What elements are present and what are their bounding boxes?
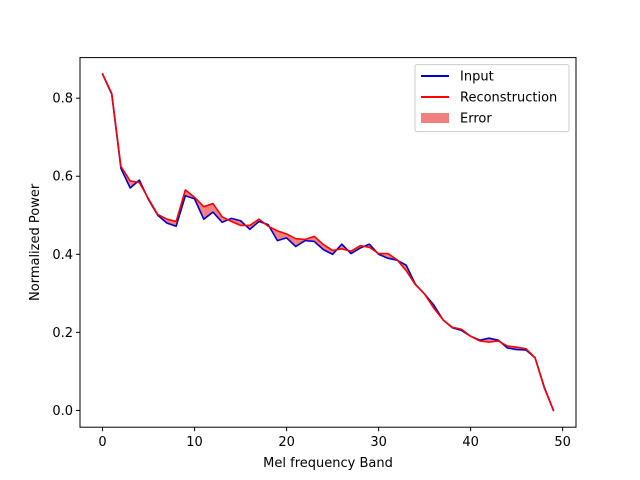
y-tick-label: 0.8 — [52, 92, 73, 107]
x-tick-label: 30 — [370, 435, 387, 450]
plot-frame — [79, 57, 577, 428]
x-tick-label: 0 — [98, 435, 106, 450]
x-tick-label: 50 — [554, 435, 571, 450]
legend-label-reconstruction: Reconstruction — [460, 91, 557, 106]
series-layer — [101, 73, 555, 412]
y-tick-label: 0.6 — [52, 170, 73, 185]
error-fill-segment — [203, 203, 213, 220]
y-tick-label: 0.0 — [52, 404, 73, 419]
x-tick-label: 20 — [278, 435, 295, 450]
y-axis-label: Normalized Power — [28, 183, 43, 301]
legend-box — [414, 64, 570, 133]
error-fill-segment — [314, 236, 324, 250]
x-axis-ticks: 0 10 20 30 40 50 — [98, 427, 571, 450]
y-tick-label: 0.4 — [52, 248, 73, 263]
legend-label-error: Error — [460, 112, 492, 127]
x-tick-label: 10 — [186, 435, 203, 450]
error-fill-segment — [166, 219, 177, 227]
legend: Input Reconstruction Error — [414, 64, 570, 133]
y-tick-label: 0.2 — [52, 326, 73, 341]
x-tick-label: 40 — [462, 435, 479, 450]
x-axis-label: Mel frequency Band — [263, 456, 393, 471]
legend-label-input: Input — [460, 70, 494, 85]
error-fill-segment — [323, 244, 333, 255]
legend-swatch-error — [421, 113, 449, 123]
y-axis-ticks: 0.0 0.2 0.4 0.6 0.8 — [52, 92, 80, 419]
reconstruction-series-line — [101, 73, 555, 412]
